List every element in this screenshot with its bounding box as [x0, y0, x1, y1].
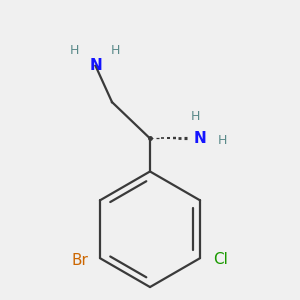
- Text: H: H: [69, 44, 79, 57]
- Text: N: N: [89, 58, 102, 73]
- Text: N: N: [193, 131, 206, 146]
- Text: H: H: [111, 44, 120, 57]
- Text: H: H: [218, 134, 227, 147]
- Text: Br: Br: [71, 253, 88, 268]
- Text: Cl: Cl: [213, 252, 227, 267]
- Text: H: H: [191, 110, 200, 124]
